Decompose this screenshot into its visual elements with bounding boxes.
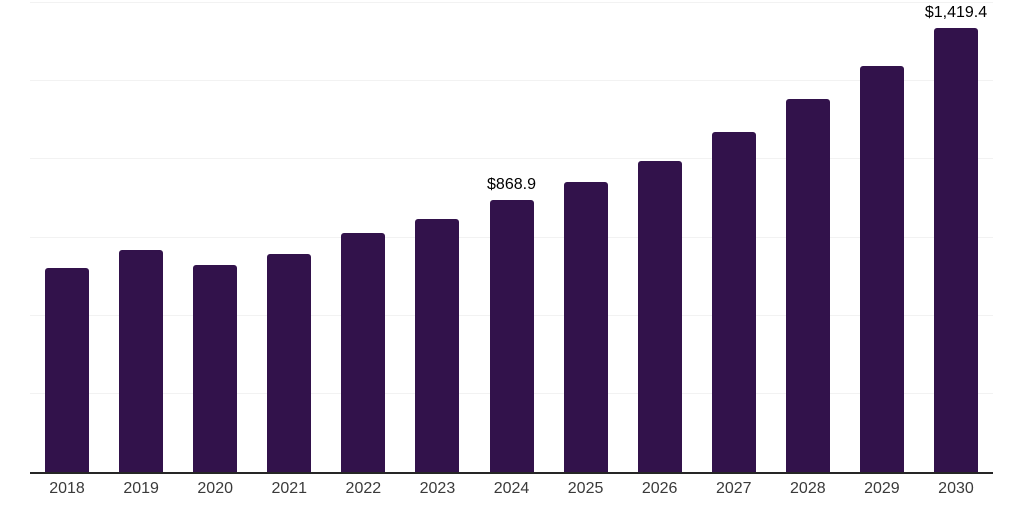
bar-slot-2025 [549, 3, 623, 472]
x-tick-label-2030: 2030 [938, 480, 974, 497]
x-tick-label-2024: 2024 [493, 480, 530, 497]
bar-value-label-2030: $1,419.4 [924, 4, 988, 22]
bar-2029 [859, 65, 904, 472]
bar-2027 [711, 131, 756, 472]
bar-2019 [119, 250, 164, 472]
bar-slot-2029 [845, 3, 919, 472]
bar-2025 [563, 181, 608, 472]
x-tick-label-2019: 2019 [123, 480, 159, 497]
x-axis: 2018 2019 2020 2021 2022 2023 2024 2025 2026 2027… [30, 481, 993, 497]
x-tick-label-2029: 2029 [864, 480, 900, 497]
bar-value-label-2024: $868.9 [487, 176, 536, 194]
bar-slot-2019 [104, 3, 178, 472]
bar-2026 [637, 160, 682, 472]
x-tick-label-2018: 2018 [49, 480, 85, 497]
x-tick-label-2027: 2027 [715, 480, 752, 497]
x-tick-label-2021: 2021 [271, 480, 308, 497]
bar-2022 [341, 232, 386, 472]
bar-slot-2023 [400, 3, 474, 472]
bar-2024 [489, 200, 534, 472]
bar-2021 [267, 253, 312, 472]
x-tick-label-2022: 2022 [345, 480, 382, 497]
bar-slot-2027 [697, 3, 771, 472]
x-tick-label-2025: 2025 [567, 480, 604, 497]
bar-slot-2026 [623, 3, 697, 472]
bar-slot-2028 [771, 3, 845, 472]
gridline-1250 [30, 80, 993, 82]
bar-slot-2018 [30, 3, 104, 472]
bar-2030 [933, 28, 978, 472]
gridline-1500 [30, 2, 993, 3]
bar-2028 [785, 99, 830, 472]
x-tick-label-2026: 2026 [641, 480, 678, 497]
bar-slots: $868.9 $1,419.4 [30, 3, 993, 472]
bar-slot-2020 [178, 3, 252, 472]
x-tick-label-2020: 2020 [197, 480, 233, 497]
gridline-1000 [30, 158, 993, 160]
bar-2023 [415, 219, 460, 472]
bar-2018 [45, 267, 90, 472]
bar-slot-2021 [252, 3, 326, 472]
plot-area: $868.9 $1,419.4 [30, 2, 993, 474]
x-tick-label-2028: 2028 [790, 480, 826, 497]
x-tick-label-2023: 2023 [419, 480, 456, 497]
bar-slot-2024: $868.9 [474, 3, 548, 472]
bar-slot-2022 [326, 3, 400, 472]
bar-2020 [193, 265, 238, 472]
bar-slot-2030: $1,419.4 [919, 3, 993, 472]
